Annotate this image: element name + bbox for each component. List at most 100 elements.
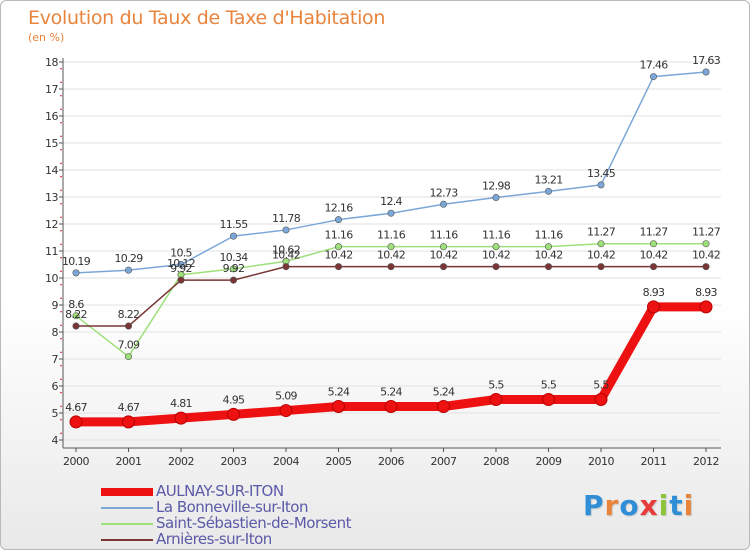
- data-point-aulnay-sur-iton: [594, 393, 608, 406]
- data-label-aulnay-sur-iton: 4.67: [118, 401, 140, 414]
- y-tick-label: 12: [45, 218, 58, 231]
- data-label-aulnay-sur-iton: 4.67: [65, 401, 87, 414]
- data-label-saint-sebastien-de-morsent: 11.27: [640, 226, 669, 239]
- legend-label: Arnières-sur-Iton: [156, 530, 272, 548]
- data-point-saint-sebastien-de-morsent: [544, 243, 552, 251]
- data-label-arnieres-sur-iton: 8.22: [65, 308, 87, 321]
- data-label-la-bonneville-sur-iton: 11.55: [220, 218, 249, 231]
- chart-subtitle: (en %): [28, 31, 65, 44]
- data-label-la-bonneville-sur-iton: 10.5: [170, 247, 192, 260]
- x-tick-label: 2000: [63, 455, 89, 468]
- data-label-la-bonneville-sur-iton: 10.29: [115, 252, 144, 265]
- data-point-la-bonneville-sur-iton: [702, 68, 710, 76]
- chart-title: Evolution du Taux de Taxe d'Habitation: [28, 7, 386, 29]
- data-point-arnieres-sur-iton: [282, 263, 290, 271]
- data-label-saint-sebastien-de-morsent: 11.16: [325, 229, 354, 242]
- data-point-arnieres-sur-iton: [72, 322, 80, 330]
- legend-swatch: [101, 507, 153, 509]
- data-label-aulnay-sur-iton: 5.24: [328, 386, 350, 399]
- data-point-aulnay-sur-iton: [647, 300, 660, 314]
- data-label-saint-sebastien-de-morsent: 11.16: [535, 229, 564, 242]
- legend-label: Saint-Sébastien-de-Morsent: [156, 514, 352, 532]
- data-point-arnieres-sur-iton: [439, 263, 447, 271]
- data-point-arnieres-sur-iton: [177, 276, 185, 284]
- data-point-la-bonneville-sur-iton: [72, 269, 80, 277]
- data-point-aulnay-sur-iton: [542, 393, 555, 406]
- legend-swatch: [101, 488, 153, 496]
- data-point-la-bonneville-sur-iton: [544, 187, 552, 195]
- data-label-aulnay-sur-iton: 8.93: [695, 286, 717, 299]
- series-line-arnieres-sur-iton: [75, 265, 707, 327]
- data-label-saint-sebastien-de-morsent: 11.16: [430, 229, 459, 242]
- data-label-arnieres-sur-iton: 10.42: [377, 249, 405, 262]
- y-tick-label: 17: [45, 83, 58, 96]
- data-point-aulnay-sur-iton: [332, 400, 345, 414]
- y-tick-label: 5: [52, 407, 59, 420]
- data-point-la-bonneville-sur-iton: [125, 266, 133, 274]
- data-point-arnieres-sur-iton: [230, 276, 238, 284]
- y-tick-label: 14: [45, 164, 58, 177]
- data-point-la-bonneville-sur-iton: [439, 200, 447, 208]
- y-tick-label: 8: [52, 326, 59, 339]
- data-label-la-bonneville-sur-iton: 12.4: [380, 195, 402, 208]
- data-label-arnieres-sur-iton: 9.92: [223, 262, 245, 275]
- data-point-la-bonneville-sur-iton: [177, 260, 185, 268]
- data-point-saint-sebastien-de-morsent: [492, 243, 500, 251]
- data-label-saint-sebastien-de-morsent: 11.16: [482, 229, 511, 242]
- data-label-arnieres-sur-iton: 8.22: [118, 308, 140, 321]
- x-tick-label: 2011: [641, 455, 667, 468]
- data-point-saint-sebastien-de-morsent: [72, 312, 80, 320]
- data-point-arnieres-sur-iton: [387, 263, 395, 271]
- data-point-la-bonneville-sur-iton: [387, 209, 395, 217]
- legend-label: La Bonneville-sur-Iton: [156, 498, 308, 516]
- data-point-la-bonneville-sur-iton: [230, 232, 238, 240]
- data-point-saint-sebastien-de-morsent: [230, 265, 238, 273]
- data-label-arnieres-sur-iton: 10.42: [272, 249, 300, 262]
- x-tick-label: 2003: [221, 455, 247, 468]
- legend-swatch: [101, 539, 153, 541]
- x-tick-label: 2004: [273, 455, 299, 468]
- data-label-aulnay-sur-iton: 5.09: [275, 390, 297, 403]
- x-tick-label: 2007: [431, 455, 457, 468]
- x-tick-label: 2009: [536, 455, 562, 468]
- data-label-arnieres-sur-iton: 9.92: [170, 262, 192, 275]
- legend-label: AULNAY-SUR-ITON: [156, 482, 284, 500]
- data-label-aulnay-sur-iton: 4.81: [170, 397, 192, 410]
- data-label-aulnay-sur-iton: 5.5: [593, 379, 609, 392]
- data-label-saint-sebastien-de-morsent: 10.62: [272, 243, 300, 256]
- data-label-arnieres-sur-iton: 10.42: [692, 249, 720, 262]
- data-point-saint-sebastien-de-morsent: [334, 243, 342, 251]
- x-tick-label: 2005: [326, 455, 352, 468]
- data-point-aulnay-sur-iton: [122, 415, 135, 429]
- data-point-la-bonneville-sur-iton: [649, 73, 657, 81]
- data-point-la-bonneville-sur-iton: [492, 194, 500, 202]
- data-point-arnieres-sur-iton: [125, 322, 133, 330]
- data-point-arnieres-sur-iton: [702, 263, 710, 271]
- data-label-aulnay-sur-iton: 8.93: [643, 286, 665, 299]
- data-label-saint-sebastien-de-morsent: 10.12: [167, 257, 195, 270]
- x-tick-label: 2012: [693, 455, 719, 468]
- data-point-aulnay-sur-iton: [699, 300, 713, 314]
- data-label-saint-sebastien-de-morsent: 11.27: [692, 226, 721, 239]
- proxiti-logo: Proxiti: [583, 489, 695, 522]
- data-label-saint-sebastien-de-morsent: 8.6: [68, 298, 84, 311]
- data-point-la-bonneville-sur-iton: [597, 181, 605, 189]
- x-tick-label: 2010: [588, 455, 614, 468]
- data-point-arnieres-sur-iton: [649, 263, 657, 271]
- data-point-arnieres-sur-iton: [334, 263, 342, 271]
- data-label-aulnay-sur-iton: 5.5: [488, 379, 504, 392]
- data-label-la-bonneville-sur-iton: 17.63: [692, 54, 721, 67]
- data-point-arnieres-sur-iton: [544, 263, 552, 271]
- y-tick-label: 7: [52, 353, 59, 366]
- data-label-aulnay-sur-iton: 4.95: [223, 393, 245, 406]
- x-tick-label: 2008: [483, 455, 509, 468]
- data-label-saint-sebastien-de-morsent: 11.16: [377, 229, 406, 242]
- y-tick-label: 4: [52, 434, 59, 447]
- data-point-saint-sebastien-de-morsent: [649, 240, 657, 248]
- data-point-aulnay-sur-iton: [489, 393, 503, 406]
- data-label-la-bonneville-sur-iton: 12.98: [482, 180, 511, 193]
- data-point-saint-sebastien-de-morsent: [439, 243, 447, 251]
- data-point-la-bonneville-sur-iton: [282, 226, 290, 234]
- data-point-saint-sebastien-de-morsent: [387, 243, 395, 251]
